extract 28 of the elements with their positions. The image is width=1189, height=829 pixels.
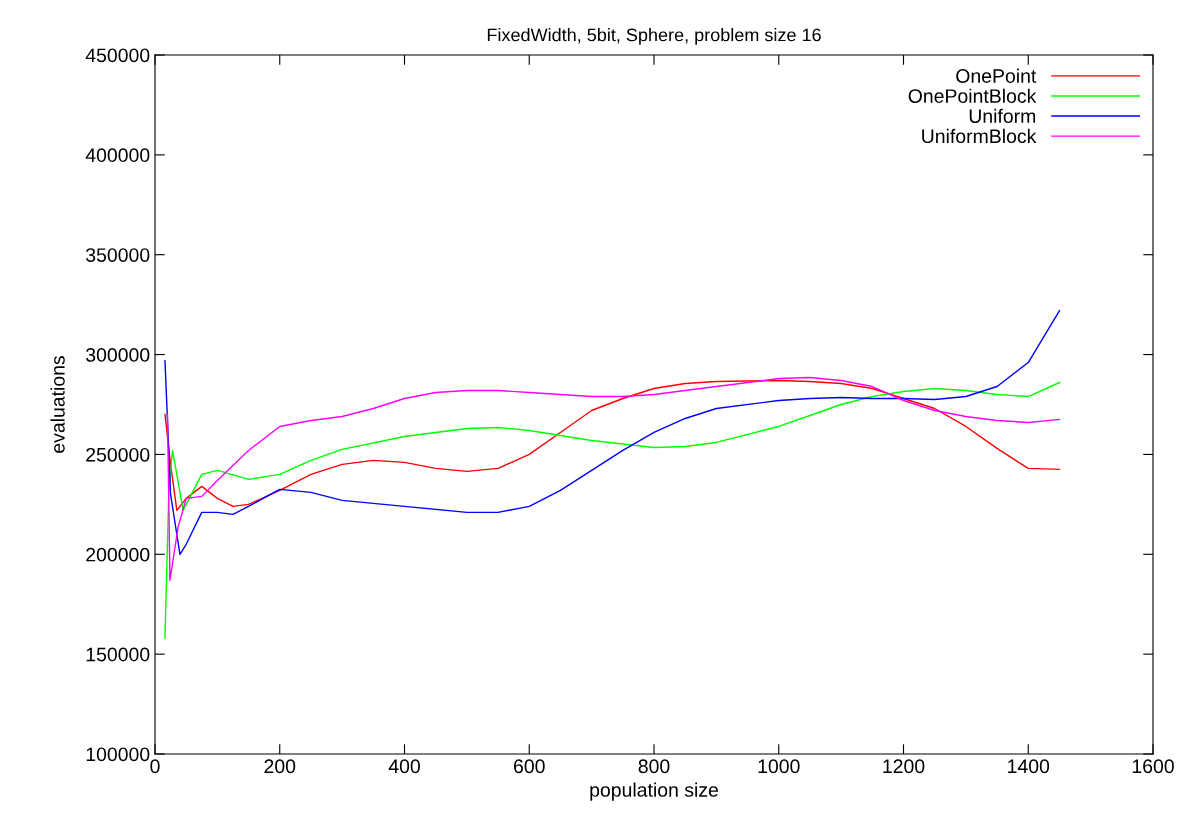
y-tick-label: 450000 xyxy=(85,48,150,63)
x-tick-label: 1200 xyxy=(883,759,925,774)
x-tick-label: 200 xyxy=(264,759,296,774)
line-series xyxy=(164,309,1061,555)
y-tick-label: 100000 xyxy=(86,747,150,762)
x-tick-label: 800 xyxy=(638,759,670,774)
chart-title: FixedWidth, 5bit, Sphere, problem size 16 xyxy=(487,28,821,45)
y-tick-label: 150000 xyxy=(86,647,150,662)
legend-label: OnePointBlock xyxy=(908,88,1037,103)
y-tick-label: 400000 xyxy=(85,148,150,163)
x-tick-label: 1600 xyxy=(1132,759,1174,774)
legend-label: Uniform xyxy=(969,108,1036,124)
y-tick-label: 200000 xyxy=(86,547,150,562)
line-series xyxy=(166,376,1061,581)
y-axis-title: evaluations xyxy=(50,356,65,453)
x-tick-label: 1400 xyxy=(1008,759,1050,774)
x-tick-label: 600 xyxy=(514,759,545,774)
line-series xyxy=(164,379,1061,512)
y-tick-label: 350000 xyxy=(86,248,150,262)
x-axis-title: population size xyxy=(590,782,718,801)
line-series xyxy=(164,381,1061,639)
x-tick-label: 400 xyxy=(388,759,420,774)
y-tick-label: 250000 xyxy=(86,447,150,462)
legend-label: UniformBlock xyxy=(922,128,1037,144)
x-tick-label: 1000 xyxy=(758,759,800,774)
x-tick-label: 0 xyxy=(150,759,160,774)
y-tick-label: 300000 xyxy=(86,348,150,362)
legend-label: OnePoint xyxy=(956,68,1037,83)
